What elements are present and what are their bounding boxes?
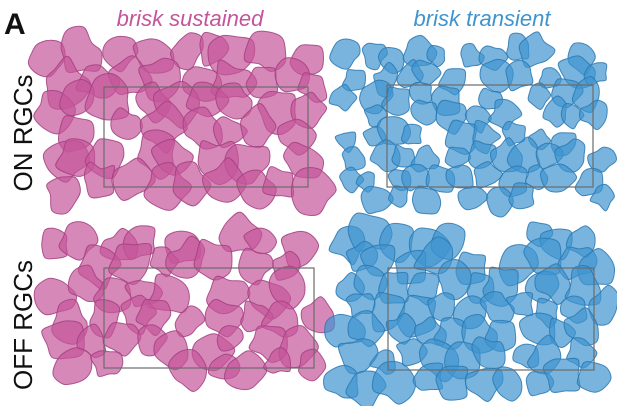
on-brisk-sustained-cell-32 xyxy=(240,103,277,149)
off-brisk-transient-cell-49 xyxy=(396,338,428,367)
on-brisk-transient-cell-16 xyxy=(505,59,534,92)
off-brisk-sustained-cell-13 xyxy=(238,247,274,286)
on-brisk-transient-cell-73 xyxy=(508,182,535,210)
field-box-off-brisk-sustained xyxy=(103,267,315,369)
on-brisk-sustained-cell-28 xyxy=(110,107,143,140)
on-brisk-transient-cell-56 xyxy=(587,146,617,173)
on-brisk-transient-cell-57 xyxy=(339,166,365,194)
on-brisk-sustained-cell-49 xyxy=(262,166,295,198)
on-brisk-transient-cell-4 xyxy=(426,44,446,67)
on-brisk-sustained-cell-50 xyxy=(290,167,337,217)
on-brisk-transient-cell-62 xyxy=(445,164,474,189)
off-brisk-transient-cell-60 xyxy=(435,365,469,401)
on-brisk-transient-cell-8 xyxy=(518,31,556,68)
row-label-off-rgcs: OFF RGCs xyxy=(8,260,38,390)
off-brisk-sustained-cell-47 xyxy=(298,348,327,382)
on-brisk-transient-cell-34 xyxy=(542,95,567,128)
on-brisk-transient-cell-46 xyxy=(341,146,366,171)
column-title-brisk-sustained: brisk sustained xyxy=(117,6,265,31)
on-brisk-sustained-cell-46 xyxy=(172,161,212,207)
on-brisk-sustained-cell-17 xyxy=(297,72,328,103)
on-brisk-sustained-cell-42 xyxy=(46,176,81,215)
on-brisk-transient-cell-5 xyxy=(460,43,485,68)
off-brisk-sustained-cell-38 xyxy=(216,325,244,352)
on-brisk-transient-cell-71 xyxy=(457,185,489,211)
on-brisk-transient-cell-74 xyxy=(589,183,615,212)
off-brisk-sustained-cell-22 xyxy=(268,265,306,310)
row-label-on-rgcs: ON RGCs xyxy=(8,75,38,192)
mosaic-on-brisk-sustained xyxy=(27,25,337,217)
mosaic-off-brisk-transient xyxy=(323,212,617,406)
off-brisk-transient-cell-21 xyxy=(437,258,472,301)
off-brisk-transient-cell-47 xyxy=(337,338,379,375)
off-brisk-transient-cell-64 xyxy=(542,357,581,393)
off-brisk-transient-cell-62 xyxy=(492,366,523,402)
on-brisk-transient-cell-15 xyxy=(479,58,514,94)
on-brisk-transient-cell-70 xyxy=(411,187,442,215)
on-brisk-transient-cell-35 xyxy=(560,103,585,130)
on-brisk-sustained-cell-47 xyxy=(202,157,247,203)
on-brisk-sustained-cell-4 xyxy=(170,32,204,71)
on-brisk-transient-cell-20 xyxy=(328,83,358,112)
on-brisk-transient-cell-63 xyxy=(473,161,504,189)
off-brisk-sustained-cell-0 xyxy=(41,227,68,260)
off-brisk-sustained-cell-46 xyxy=(262,347,292,374)
off-brisk-transient-cell-58 xyxy=(371,361,417,405)
off-brisk-sustained-cell-27 xyxy=(174,305,206,338)
on-brisk-transient-cell-40 xyxy=(400,123,422,145)
on-brisk-transient-cell-0 xyxy=(329,38,361,70)
on-brisk-transient-cell-72 xyxy=(486,186,514,218)
field-box-on-brisk-transient xyxy=(386,84,594,188)
off-brisk-sustained-cell-41 xyxy=(52,347,93,386)
on-brisk-transient-cell-66 xyxy=(540,163,578,193)
off-brisk-sustained-cell-42 xyxy=(90,350,124,378)
on-brisk-transient-cell-22 xyxy=(381,86,410,116)
panel-letter: A xyxy=(4,8,26,41)
off-brisk-transient-cell-46 xyxy=(563,307,599,347)
off-brisk-sustained-cell-45 xyxy=(223,350,268,391)
off-brisk-transient-cell-65 xyxy=(576,361,612,393)
on-brisk-transient-cell-10 xyxy=(341,69,367,92)
on-brisk-sustained-cell-43 xyxy=(83,161,116,199)
on-brisk-transient-cell-68 xyxy=(360,185,394,215)
off-brisk-sustained-cell-6 xyxy=(243,227,278,255)
on-brisk-transient-cell-55 xyxy=(554,138,586,173)
on-brisk-transient-cell-30 xyxy=(410,99,438,126)
on-brisk-sustained-cell-44 xyxy=(112,157,156,201)
mosaic-off-brisk-sustained xyxy=(33,211,335,393)
off-brisk-sustained-cell-12 xyxy=(193,238,233,281)
on-brisk-sustained-cell-31 xyxy=(213,116,248,149)
off-brisk-sustained-cell-43 xyxy=(168,348,208,393)
off-brisk-transient-cell-52 xyxy=(471,336,506,370)
on-brisk-transient-cell-13 xyxy=(411,59,442,86)
column-title-brisk-transient: brisk transient xyxy=(414,6,552,31)
mosaic-on-brisk-transient xyxy=(328,31,617,218)
on-brisk-transient-cell-50 xyxy=(444,146,472,169)
field-box-off-brisk-transient xyxy=(387,267,595,371)
off-brisk-sustained-cell-34 xyxy=(102,321,142,357)
field-box-on-brisk-sustained xyxy=(103,86,309,188)
off-brisk-transient-cell-36 xyxy=(588,284,617,326)
on-brisk-transient-cell-60 xyxy=(401,163,430,192)
